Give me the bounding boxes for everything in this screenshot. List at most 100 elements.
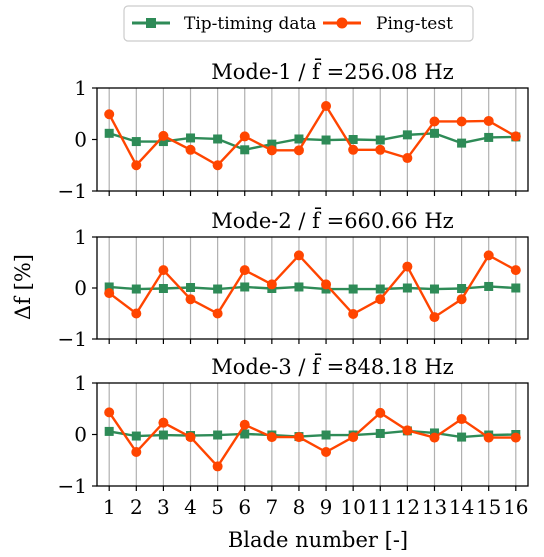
x-tick-label: 14 [449, 495, 474, 519]
y-tick-label: 1 [74, 225, 87, 249]
x-tick-label: 11 [368, 495, 393, 519]
point-ping-test [483, 250, 494, 261]
legend-marker-1 [336, 17, 348, 29]
point-tip-timing [158, 137, 168, 147]
point-tip-timing [104, 282, 114, 292]
panel-1: 1 0 −1 Mode-1 / f̄ =256.08 Hz [58, 58, 529, 203]
point-ping-test [131, 308, 142, 319]
x-tick-label: 13 [422, 495, 447, 519]
point-ping-test [483, 432, 494, 443]
point-ping-test [212, 308, 223, 319]
x-tick-label: 5 [211, 495, 224, 519]
point-ping-test [239, 265, 250, 276]
point-ping-test [402, 261, 413, 272]
point-tip-timing [457, 284, 467, 294]
x-tick-label: 15 [476, 495, 501, 519]
point-ping-test [321, 279, 332, 290]
y-tick-label: 0 [74, 276, 87, 300]
x-tick-label: 16 [503, 495, 528, 519]
point-tip-timing [240, 282, 250, 292]
series-line-ping-test [108, 253, 517, 319]
point-ping-test [456, 414, 467, 425]
point-tip-timing [213, 134, 223, 144]
point-ping-test [348, 432, 359, 443]
point-tip-timing [213, 284, 223, 294]
point-ping-test [293, 432, 304, 443]
point-ping-test [510, 265, 521, 276]
point-tip-timing [457, 138, 467, 148]
point-ping-test [158, 265, 169, 276]
point-ping-test [104, 407, 115, 418]
point-ping-test [375, 144, 386, 155]
point-tip-timing [429, 128, 439, 138]
legend-label-0: Tip-timing data [184, 14, 316, 34]
point-ping-test [456, 294, 467, 305]
point-tip-timing [511, 283, 521, 293]
point-ping-test [158, 417, 169, 428]
point-ping-test [348, 144, 359, 155]
x-tick-label: 3 [157, 495, 170, 519]
legend-label-1: Ping-test [376, 14, 453, 34]
point-tip-timing [131, 431, 141, 441]
point-tip-timing [104, 128, 114, 138]
series-line-ping-test [108, 103, 517, 168]
point-ping-test [510, 432, 521, 443]
point-tip-timing [321, 135, 331, 145]
point-ping-test [266, 145, 277, 156]
panel-title: Mode-1 / f̄ =256.08 Hz [211, 58, 453, 84]
point-ping-test [293, 145, 304, 156]
point-ping-test [212, 160, 223, 171]
point-ping-test [293, 250, 304, 261]
point-tip-timing [484, 281, 494, 291]
x-tick-label: 6 [238, 495, 251, 519]
point-ping-test [429, 432, 440, 443]
point-tip-timing [429, 284, 439, 294]
point-tip-timing [131, 284, 141, 294]
point-tip-timing [213, 430, 223, 440]
y-tick-label: 0 [74, 423, 87, 447]
legend-entries: Tip-timing data Ping-test [132, 14, 453, 34]
point-tip-timing [402, 283, 412, 293]
x-tick-label: 9 [320, 495, 333, 519]
series-line-tip-timing [108, 429, 516, 439]
point-ping-test [375, 294, 386, 305]
x-tick-label: 4 [184, 495, 197, 519]
panel-title: Mode-2 / f̄ =660.66 Hz [211, 207, 453, 233]
point-tip-timing [158, 284, 168, 294]
point-ping-test [131, 447, 142, 458]
x-tick-label: 8 [293, 495, 306, 519]
point-ping-test [402, 153, 413, 164]
point-ping-test [429, 312, 440, 323]
point-ping-test [321, 101, 332, 112]
point-ping-test [185, 432, 196, 443]
legend-frame [123, 5, 474, 42]
point-tip-timing [294, 282, 304, 292]
point-ping-test [158, 130, 169, 141]
point-ping-test [239, 419, 250, 430]
panel-3: 1 0 −1 Mode-3 / f̄ =848.18 Hz [58, 353, 529, 498]
x-tick-label: 7 [265, 495, 278, 519]
point-ping-test [185, 294, 196, 305]
x-tick-label: 12 [395, 495, 420, 519]
y-tick-label: 0 [74, 128, 87, 152]
point-tip-timing [321, 430, 331, 440]
legend-marker-0 [146, 18, 156, 28]
point-ping-test [348, 309, 359, 320]
point-ping-test [483, 115, 494, 126]
point-ping-test [510, 131, 521, 142]
point-ping-test [429, 116, 440, 127]
point-ping-test [104, 288, 115, 299]
x-tick-label: 10 [340, 495, 365, 519]
y-tick-label: −1 [58, 474, 87, 498]
point-ping-test [321, 447, 332, 458]
point-ping-test [212, 461, 223, 472]
point-tip-timing [348, 284, 358, 294]
x-tick-label: 2 [130, 495, 143, 519]
point-ping-test [239, 131, 250, 142]
y-tick-label: 1 [74, 371, 87, 395]
point-tip-timing [402, 130, 412, 140]
legend: Tip-timing data Ping-test [123, 5, 474, 42]
y-axis-label: Δf [%] [11, 254, 35, 320]
